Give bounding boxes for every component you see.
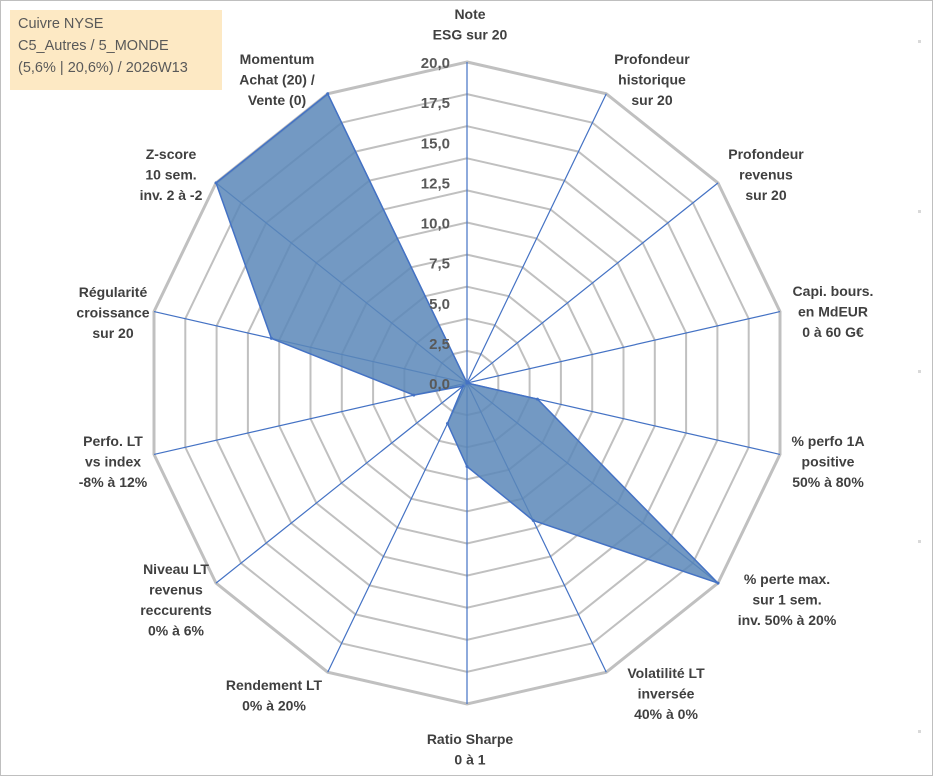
tick-labels: 0,0 2,5 5,0 7,5 10,0 12,5 15,0 17,5 20,0 (421, 55, 450, 393)
edge-marker (918, 40, 921, 43)
axis-spoke (215, 382, 468, 584)
tick-label: 15,0 (421, 135, 450, 152)
tick-label: 5,0 (429, 296, 450, 313)
edge-marker (918, 540, 921, 543)
axis-label: Momentum Achat (20) / Vente (0) (239, 51, 315, 108)
series-point (412, 393, 416, 397)
info-line-category: C5_Autres / 5_MONDE (18, 38, 169, 54)
axis-label: Note ESG sur 20 (433, 6, 508, 43)
axis-label: Régularité croissance sur 20 (76, 284, 149, 341)
axis-label: % perte max. sur 1 sem. inv. 50% à 20% (738, 571, 837, 628)
info-line-period: (5,6% | 20,6%) / 2026W13 (18, 60, 188, 76)
series-point (531, 518, 535, 522)
axis-label: Capi. bours. en MdEUR 0 à 60 G€ (793, 283, 874, 340)
axis-label: Z-score 10 sem. inv. 2 à -2 (140, 146, 203, 203)
edge-marker (918, 370, 921, 373)
axis-label: Ratio Sharpe 0 à 1 (427, 731, 514, 768)
series-point (269, 336, 273, 340)
series-point (461, 384, 465, 388)
tick-label: 0,0 (429, 376, 450, 393)
axis-spoke (466, 93, 607, 384)
tick-label: 17,5 (421, 95, 450, 112)
tick-label: 12,5 (421, 175, 450, 192)
axis-label: % perfo 1A positive 50% à 80% (791, 433, 864, 490)
axis-label: Profondeur historique sur 20 (614, 51, 690, 108)
series-point (326, 92, 330, 96)
series-point (465, 381, 469, 385)
series-point (465, 465, 469, 468)
axis-labels: Note ESG sur 20 Profondeur historique sur 20… (76, 6, 873, 768)
edge-marker (918, 730, 921, 733)
axis-label: Niveau LT revenus reccurents 0% à 6% (140, 561, 212, 639)
series-point (716, 581, 720, 585)
series-point (214, 181, 218, 185)
axis-spoke (327, 382, 468, 673)
edge-marker (918, 210, 921, 213)
info-line-asset: Cuivre NYSE (18, 16, 104, 32)
series-point (446, 422, 449, 425)
info-box: Cuivre NYSE C5_Autres / 5_MONDE (5,6% | … (10, 10, 222, 90)
tick-label: 7,5 (429, 256, 450, 273)
axis-label: Perfo. LT vs index -8% à 12% (79, 433, 148, 490)
tick-label: 2,5 (429, 336, 450, 353)
axis-label: Rendement LT 0% à 20% (226, 677, 323, 714)
axis-label: Volatilité LT inversée 40% à 0% (627, 665, 705, 722)
axis-spoke (466, 311, 781, 384)
series-layer (214, 92, 720, 585)
axis-spoke (466, 182, 719, 384)
right-edge-markers (918, 40, 932, 740)
series-point (535, 397, 539, 401)
series-area (215, 92, 719, 584)
tick-label: 10,0 (421, 216, 450, 233)
axis-label: Profondeur revenus sur 20 (728, 146, 804, 203)
tick-label: 20,0 (421, 55, 450, 72)
